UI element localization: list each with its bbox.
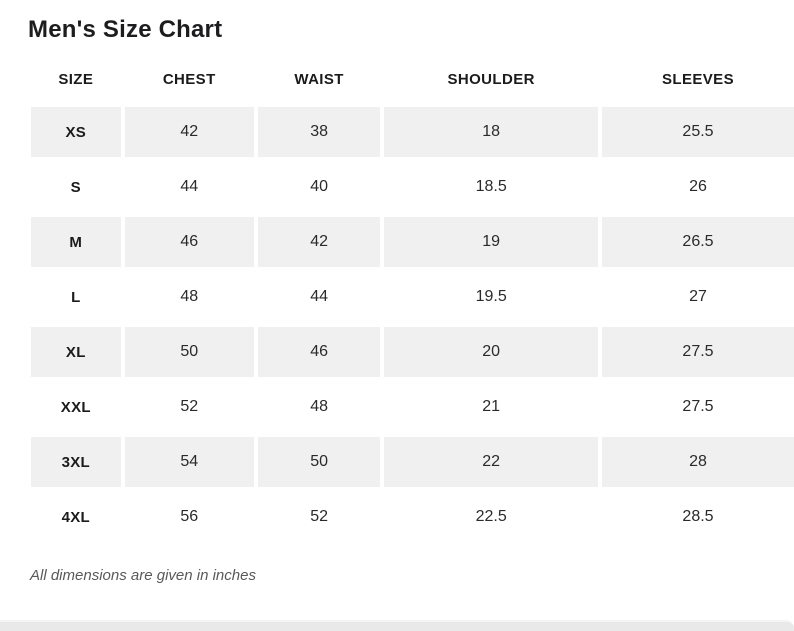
table-row-3xl: 3XL 54 50 22 28	[31, 437, 794, 487]
waist-cell: 42	[257, 217, 381, 267]
sleeves-cell: 26.5	[601, 217, 794, 267]
shoulder-cell: 22.5	[384, 492, 598, 542]
column-header-size: SIZE	[58, 71, 94, 88]
table-row-l: L 48 44 19.5 27	[31, 272, 794, 322]
shoulder-cell: 18.5	[384, 162, 598, 212]
column-header-shoulder: SHOULDER	[447, 71, 535, 88]
table-row-xl: XL 50 46 20 27.5	[31, 327, 794, 377]
chest-cell: 44	[124, 162, 254, 212]
size-cell: XS	[31, 107, 121, 157]
size-cell: L	[31, 272, 121, 322]
chest-cell: 42	[124, 107, 254, 157]
shoulder-cell: 18	[384, 107, 598, 157]
column-header-waist: WAIST	[294, 71, 344, 88]
waist-cell: 44	[257, 272, 381, 322]
column-header-chest: CHEST	[162, 71, 216, 88]
waist-cell: 50	[257, 437, 381, 487]
size-cell: XL	[31, 327, 121, 377]
chest-cell: 52	[124, 382, 254, 432]
shoulder-cell: 19.5	[384, 272, 598, 322]
chest-cell: 48	[124, 272, 254, 322]
chest-cell: 50	[124, 327, 254, 377]
column-header-sleeves: SLEEVES	[661, 71, 734, 88]
table-row-s: S 44 40 18.5 26	[31, 162, 794, 212]
table-row-m: M 46 42 19 26.5	[31, 217, 794, 267]
sleeves-cell: 25.5	[601, 107, 794, 157]
sleeves-cell: 27.5	[601, 327, 794, 377]
waist-cell: 48	[257, 382, 381, 432]
waist-cell: 52	[257, 492, 381, 542]
sleeves-cell: 26	[601, 162, 794, 212]
size-cell: XXL	[31, 382, 121, 432]
shoulder-cell: 22	[384, 437, 598, 487]
chest-cell: 56	[124, 492, 254, 542]
chest-cell: 46	[124, 217, 254, 267]
table-row-xxl: XXL 52 48 21 27.5	[31, 382, 794, 432]
size-cell: 3XL	[31, 437, 121, 487]
table-header-row: SIZE CHEST WAIST SHOULDER SLEEVES	[31, 67, 794, 102]
shoulder-cell: 21	[384, 382, 598, 432]
table-row-xs: XS 42 38 18 25.5	[31, 107, 794, 157]
sleeves-cell: 27.5	[601, 382, 794, 432]
size-chart-table: SIZE CHEST WAIST SHOULDER SLEEVES XS 42 …	[27, 62, 794, 547]
waist-cell: 40	[257, 162, 381, 212]
bottom-divider-bar	[0, 620, 794, 631]
chest-cell: 54	[124, 437, 254, 487]
sleeves-cell: 28.5	[601, 492, 794, 542]
dimensions-footnote: All dimensions are given in inches	[30, 567, 256, 584]
shoulder-cell: 19	[384, 217, 598, 267]
size-cell: M	[31, 217, 121, 267]
shoulder-cell: 20	[384, 327, 598, 377]
sleeves-cell: 28	[601, 437, 794, 487]
page-title: Men's Size Chart	[28, 16, 223, 43]
size-cell: S	[31, 162, 121, 212]
table-row-4xl: 4XL 56 52 22.5 28.5	[31, 492, 794, 542]
size-cell: 4XL	[31, 492, 121, 542]
sleeves-cell: 27	[601, 272, 794, 322]
waist-cell: 38	[257, 107, 381, 157]
waist-cell: 46	[257, 327, 381, 377]
